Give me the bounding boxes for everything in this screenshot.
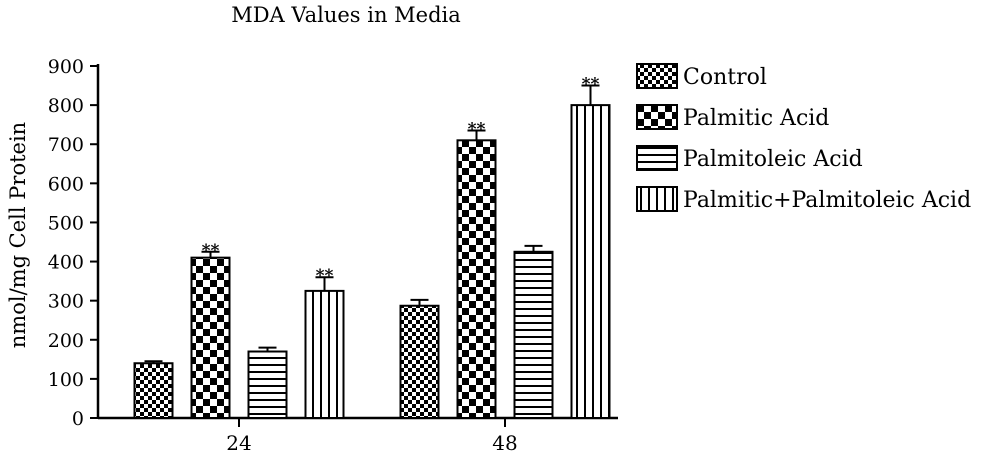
x-tick-label: 48 (492, 431, 517, 455)
legend-label: Control (683, 65, 767, 90)
legend-swatch (636, 186, 678, 212)
bar (190, 256, 231, 419)
x-tick-label: 24 (226, 431, 251, 455)
legend-label: Palmitoleic Acid (683, 147, 863, 172)
y-axis-label: nmol/mg Cell Protein (6, 122, 30, 348)
bar (513, 250, 554, 419)
y-tick-label: 100 (48, 369, 84, 391)
legend-swatch (636, 63, 678, 89)
bar (133, 362, 174, 419)
y-axis: 0 100 200 300 400 500 600 700 800 900 (48, 56, 100, 430)
legend: Control Palmitic Acid Palmitoleic Acid Palm… (636, 63, 971, 213)
y-tick-label: 400 (48, 252, 84, 274)
legend-swatch (636, 145, 678, 171)
y-tick-label: 700 (48, 134, 84, 156)
significance-marker: ** (582, 75, 600, 95)
bars-group: ** ** ** ** (133, 75, 611, 420)
legend-label: Palmitic+Palmitoleic Acid (683, 188, 971, 213)
y-tick-label: 0 (72, 408, 84, 430)
y-tick-label: 800 (48, 95, 84, 117)
significance-marker: ** (316, 266, 334, 286)
bar (247, 350, 288, 419)
significance-marker: ** (468, 120, 486, 140)
y-tick-label: 600 (48, 173, 84, 195)
y-tick-label: 900 (48, 56, 84, 78)
legend-swatch (636, 104, 678, 130)
bar (570, 104, 611, 419)
chart-title: MDA Values in Media (231, 3, 461, 27)
bar (304, 289, 345, 419)
bar (456, 139, 497, 420)
y-tick-label: 300 (48, 291, 84, 313)
y-tick-label: 200 (48, 330, 84, 352)
y-tick-label: 500 (48, 212, 84, 234)
legend-label: Palmitic Acid (683, 106, 829, 131)
bar (399, 304, 440, 419)
x-axis: 24 48 (98, 416, 618, 455)
significance-marker: ** (202, 241, 220, 261)
